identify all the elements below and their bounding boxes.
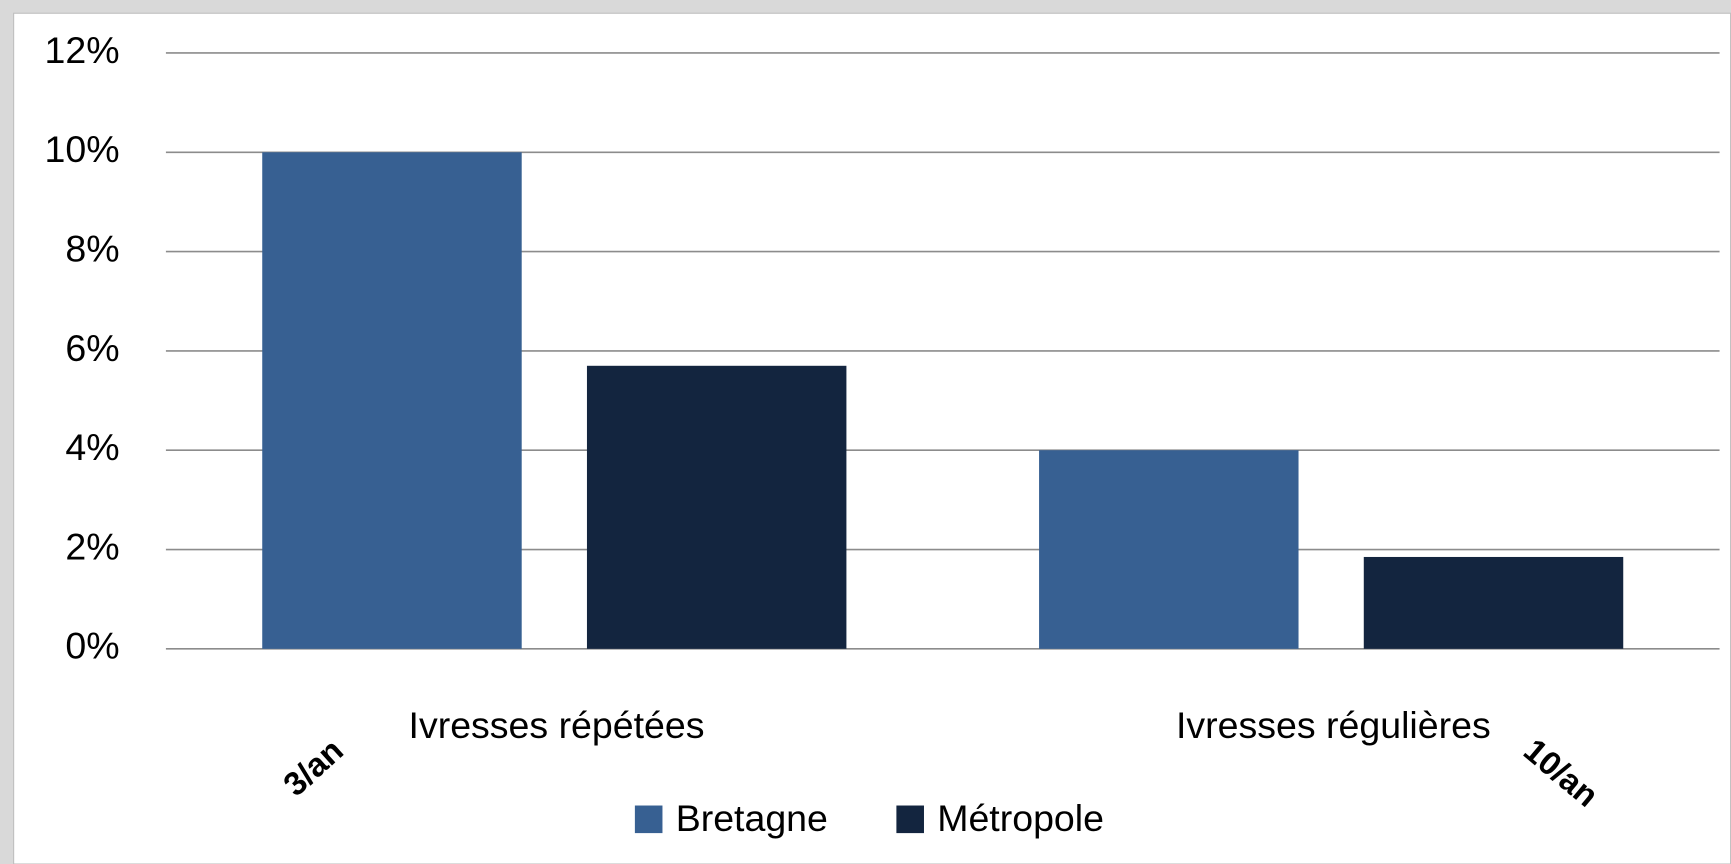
x-tick-label: Ivresses répétées — [409, 704, 705, 746]
legend-label: Métropole — [937, 797, 1104, 839]
bar — [1363, 556, 1624, 649]
y-tick-label: 10% — [45, 128, 120, 170]
bar — [262, 152, 522, 649]
x-tick-label: Ivresses régulières — [1176, 704, 1491, 746]
legend-label: Bretagne — [676, 797, 828, 839]
legend-swatch — [896, 805, 924, 834]
legend-swatch — [634, 805, 663, 834]
y-tick-label: 0% — [65, 625, 119, 667]
y-tick-label: 8% — [65, 227, 119, 269]
bar — [1039, 450, 1299, 649]
y-tick-label: 4% — [65, 426, 119, 468]
y-tick-label: 2% — [65, 525, 119, 567]
y-tick-label: 6% — [65, 327, 119, 369]
y-tick-label: 12% — [45, 29, 120, 71]
bar — [586, 365, 847, 649]
